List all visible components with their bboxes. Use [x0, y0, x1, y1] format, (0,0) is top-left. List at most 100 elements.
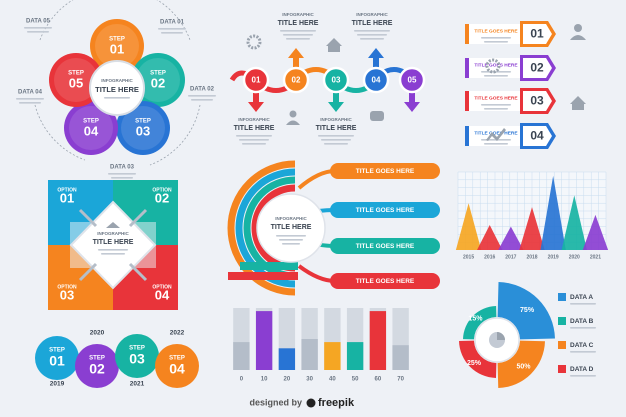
flower-guide-arc: [149, 104, 201, 166]
timeline-title: TITLE HERE: [316, 125, 357, 132]
pie-quadrant: [459, 340, 497, 378]
option-subtitle: INFOGRAPHIC: [97, 231, 129, 236]
step-label: STEP: [129, 346, 145, 352]
chat-icon: [370, 111, 384, 121]
legend-label: DATA D: [570, 366, 594, 373]
home-icon: [570, 96, 586, 110]
home-icon: [326, 38, 342, 52]
tag-title: TITLE GOES HERE: [474, 28, 518, 34]
semicircle-subtitle: INFOGRAPHIC: [275, 216, 307, 221]
spike: [455, 203, 482, 250]
pie-icon-slice: [497, 332, 505, 340]
pill-title: TITLE GOES HERE: [356, 168, 415, 175]
petal-inner: [95, 24, 139, 68]
title-pill: [330, 238, 440, 254]
spike: [498, 226, 524, 250]
placeholder-line: [188, 95, 216, 97]
step-number: 03: [129, 351, 145, 367]
title-pill: [330, 202, 440, 218]
petal-step: STEP: [109, 37, 125, 43]
tag-title: TITLE GOES HERE: [474, 62, 518, 68]
petal-inner: [121, 106, 165, 150]
placeholder-line: [570, 303, 596, 305]
step-circle: [75, 344, 119, 388]
arrow-head: [248, 102, 264, 112]
arrow-head: [368, 48, 384, 58]
petal-number: 05: [69, 75, 83, 90]
option-label: OPTION: [152, 284, 172, 290]
step-year: 2021: [130, 381, 145, 388]
tag-band: [465, 58, 525, 78]
timeline-node: [398, 66, 426, 94]
flower-subtitle: INFOGRAPHIC: [101, 78, 133, 83]
semicircle-title: TITLE HERE: [271, 224, 312, 231]
placeholder-line: [280, 30, 316, 32]
step-label: STEP: [49, 348, 65, 354]
timeline-number: 02: [292, 76, 301, 85]
placeholder-line: [19, 102, 41, 104]
step-circle: [115, 334, 159, 378]
placeholder-line: [101, 253, 125, 255]
legend-label: DATA C: [570, 342, 594, 349]
arrow-head: [288, 48, 304, 58]
tag-box-inner: [523, 126, 552, 146]
x-tick-label: 20: [284, 377, 291, 383]
placeholder-line: [279, 239, 303, 241]
tag-number: 02: [530, 61, 544, 75]
x-tick-label: 2015: [463, 254, 474, 260]
semicircle-center: [256, 193, 326, 263]
pie-quadrant: [497, 340, 545, 388]
placeholder-line: [242, 143, 266, 145]
bar: [278, 348, 296, 370]
footer-prefix: designed by: [249, 397, 302, 407]
placeholder-line: [484, 41, 508, 43]
tag-box-inner: [523, 58, 552, 78]
user-icon: [574, 24, 582, 32]
spike: [477, 225, 503, 250]
spike: [540, 175, 566, 250]
option-number: 02: [155, 190, 169, 205]
step-year: 2020: [90, 330, 105, 337]
bar: [233, 342, 250, 370]
flower-center: [89, 60, 145, 116]
petal: [131, 53, 185, 107]
tag-title: TITLE GOES HERE: [474, 95, 518, 101]
timeline-subtitle: INFOGRAPHIC: [282, 12, 314, 17]
tag-number: 01: [530, 27, 544, 41]
option-label: OPTION: [57, 284, 77, 290]
petal-data: DATA 03: [110, 165, 135, 171]
step-number: 01: [49, 353, 65, 369]
petal-data: DATA 01: [160, 20, 185, 26]
x-tick-label: 2020: [569, 254, 580, 260]
petal-number: 02: [151, 75, 165, 90]
legend-label: DATA B: [570, 318, 594, 325]
placeholder-line: [98, 249, 128, 251]
placeholder-line: [484, 75, 508, 77]
petal-data: DATA 04: [18, 90, 43, 96]
placeholder-line: [276, 235, 306, 237]
petal: [116, 101, 170, 155]
title-pill: [330, 163, 440, 179]
placeholder-line: [161, 32, 183, 34]
option-number: 03: [60, 287, 74, 302]
gear-icon: [246, 34, 262, 50]
x-tick-label: 10: [261, 377, 268, 383]
placeholder-line: [191, 99, 213, 101]
timeline-number: 04: [372, 76, 381, 85]
timeline-node: [282, 66, 310, 94]
timeline-number: 03: [332, 76, 341, 85]
petal-step: STEP: [150, 71, 166, 77]
placeholder-line: [570, 375, 596, 377]
petal-data: DATA 02: [190, 87, 215, 93]
tag-stripe: [465, 91, 469, 111]
timeline-subtitle: INFOGRAPHIC: [238, 117, 270, 122]
option-number: 01: [60, 190, 74, 205]
bar: [301, 339, 318, 370]
pie-quadrant: [497, 282, 555, 340]
tag-box-inner: [523, 24, 552, 44]
x-tick-label: 2016: [484, 254, 495, 260]
pill-title: TITLE GOES HERE: [356, 278, 415, 285]
tag-stripe: [465, 126, 469, 146]
tag-number: 03: [530, 94, 544, 108]
